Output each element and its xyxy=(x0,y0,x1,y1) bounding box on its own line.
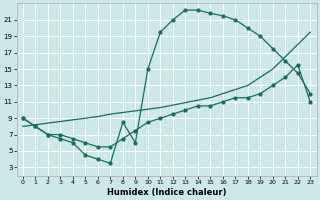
X-axis label: Humidex (Indice chaleur): Humidex (Indice chaleur) xyxy=(107,188,226,197)
